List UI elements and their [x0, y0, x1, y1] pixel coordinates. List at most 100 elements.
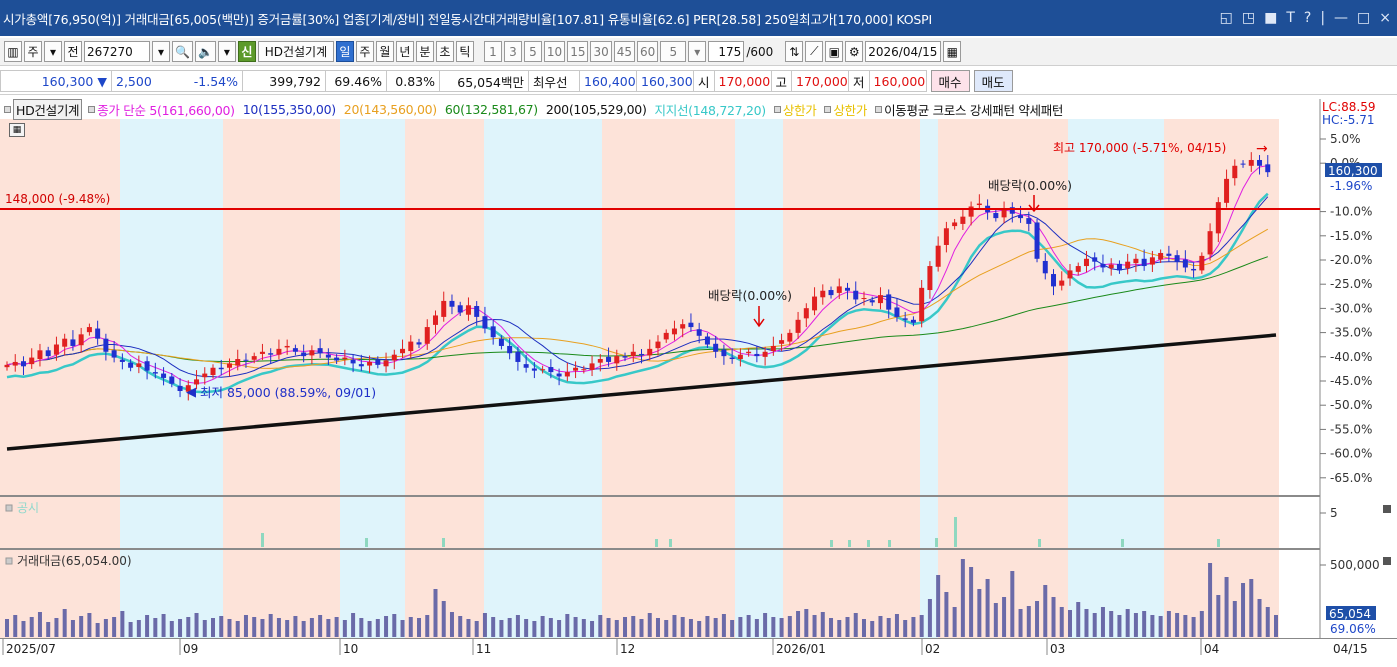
maximize-icon[interactable]: □: [1357, 10, 1371, 26]
volume-bar: [1241, 583, 1246, 637]
legend-item-ma5[interactable]: 종가 단순 5(161,660,00): [97, 102, 235, 118]
axis-label: -25.0%: [1330, 277, 1372, 291]
legend-box-icon: [4, 105, 11, 113]
volume: 399,792: [242, 70, 326, 92]
legend-item-ma200[interactable]: 200(105,529,00): [545, 101, 647, 117]
compare-icon[interactable]: ⇅: [785, 41, 804, 62]
prev-button[interactable]: 전: [64, 41, 82, 62]
period-tab-minute[interactable]: 분: [415, 41, 434, 62]
legend-item-ma-cross-pattern[interactable]: 이동평균 크로스 강세패턴 약세패턴: [884, 102, 1064, 118]
period-tab-year[interactable]: 년: [395, 41, 414, 62]
candle-body: [284, 345, 290, 348]
legend-stock-name[interactable]: HD건설기계: [13, 98, 83, 120]
period-tab-day[interactable]: 일: [335, 41, 354, 62]
volume-bar: [861, 619, 866, 637]
candle-body: [630, 351, 636, 357]
mode-select[interactable]: 주: [24, 41, 42, 62]
candle-body: [779, 340, 785, 344]
close-icon[interactable]: ×: [1379, 10, 1391, 26]
interval-dropdown-icon[interactable]: ▾: [688, 41, 707, 62]
interval-button-60[interactable]: 60: [637, 41, 659, 62]
interval-button-45[interactable]: 45: [613, 41, 636, 62]
pin-icon[interactable]: ■: [1264, 10, 1278, 26]
panel-close-icon[interactable]: [1383, 505, 1391, 513]
font-icon[interactable]: T: [1286, 10, 1295, 26]
volume-bar: [145, 615, 150, 637]
period-tab-month[interactable]: 월: [375, 41, 394, 62]
date-input[interactable]: 2026/04/15: [865, 41, 942, 62]
period-tab-week[interactable]: 주: [355, 41, 374, 62]
stock-code-input[interactable]: 267270: [84, 41, 150, 62]
disclosure-bar: [954, 517, 957, 547]
candle-body: [1166, 253, 1172, 256]
code-dropdown-icon[interactable]: ▾: [152, 41, 170, 62]
volume-bar: [870, 621, 875, 637]
down-arrow-icon: ▼: [97, 73, 107, 89]
indicator-icon[interactable]: ⟋: [805, 41, 824, 62]
volume-bar: [804, 609, 809, 637]
candle-body: [1240, 163, 1246, 165]
search-icon[interactable]: 🔍: [172, 41, 193, 62]
legend-item-ma60[interactable]: 60(132,581,67): [444, 101, 538, 117]
chevron-down-icon[interactable]: ▾: [217, 41, 236, 62]
split-icon[interactable]: ◳: [1241, 10, 1256, 26]
price-chart[interactable]: 5.0%0.0%-10.0%-15.0%-20.0%-25.0%-30.0%-3…: [0, 96, 1397, 667]
candle-body: [367, 361, 373, 366]
candle-body: [1059, 280, 1065, 286]
calendar-icon[interactable]: ▦: [943, 41, 962, 62]
interval-button-30[interactable]: 30: [590, 41, 612, 62]
candle-body: [523, 364, 529, 368]
interval-button-15[interactable]: 15: [567, 41, 589, 62]
candle-body: [375, 359, 381, 365]
volume-bar: [779, 618, 784, 637]
period-tab-second[interactable]: 초: [435, 41, 454, 62]
legend-item-ma20[interactable]: 20(143,560,00): [343, 101, 437, 117]
sell-button[interactable]: 매도: [973, 70, 1013, 92]
chart-menu-icon[interactable]: ▦: [9, 123, 25, 137]
layout-icon[interactable]: ◱: [1219, 10, 1233, 26]
chevron-down-icon[interactable]: ▾: [44, 41, 62, 62]
speaker-icon[interactable]: 🔈: [194, 41, 216, 62]
volume-bar: [474, 621, 479, 637]
title-bar: 시가총액[76,950(억)] 거래대금[65,005(백만)] 증거금률[30…: [0, 0, 1397, 36]
candle-body: [869, 300, 875, 303]
legend-item-ma10[interactable]: 10(155,350,00): [242, 101, 336, 117]
buy-button[interactable]: 매수: [930, 70, 970, 92]
minimize-icon[interactable]: —: [1334, 10, 1349, 26]
save-icon[interactable]: ▣: [825, 41, 844, 62]
count-input[interactable]: 175: [708, 41, 745, 62]
disclosure-bars: [261, 517, 1220, 547]
candle-body: [762, 351, 768, 357]
volume-bar: [1175, 613, 1180, 637]
new-badge[interactable]: 신: [237, 41, 256, 62]
legend-item-support-line[interactable]: 지지선(148,727,20): [654, 102, 767, 118]
gear-icon[interactable]: ⚙: [845, 41, 864, 62]
volume-bar: [713, 618, 718, 637]
help-icon[interactable]: ?: [1303, 10, 1312, 26]
candle-body: [111, 350, 117, 358]
interval-button-10[interactable]: 10: [543, 41, 566, 62]
support-line: [6, 192, 1269, 394]
candle-body: [119, 359, 125, 362]
axis-label: 5.0%: [1330, 132, 1361, 146]
legend-item-upper-limit[interactable]: 상한가: [782, 102, 817, 118]
interval-button-1[interactable]: 1: [483, 41, 502, 62]
interval-button-5[interactable]: 5: [523, 41, 542, 62]
interval-button-3[interactable]: 3: [503, 41, 522, 62]
panel-close-icon[interactable]: [1383, 557, 1391, 565]
legend-item-upper-limit-2[interactable]: 상한가: [833, 102, 868, 118]
volume-bar: [927, 599, 932, 637]
candle-body: [1224, 178, 1230, 203]
candle-body: [1001, 209, 1007, 218]
panel-divider-top[interactable]: [0, 495, 1320, 497]
chart-type-icon[interactable]: ▥: [4, 41, 22, 62]
interval-value-field[interactable]: 5: [660, 41, 687, 62]
volume-bar: [1150, 615, 1155, 637]
candle-body: [1257, 159, 1263, 166]
volume-bar: [1133, 613, 1138, 637]
period-tab-tick[interactable]: 틱: [455, 41, 474, 62]
volume-bar: [1125, 609, 1130, 637]
background-band: [602, 497, 735, 548]
volume-bar: [845, 617, 850, 637]
panel-divider-bottom[interactable]: [0, 548, 1320, 550]
